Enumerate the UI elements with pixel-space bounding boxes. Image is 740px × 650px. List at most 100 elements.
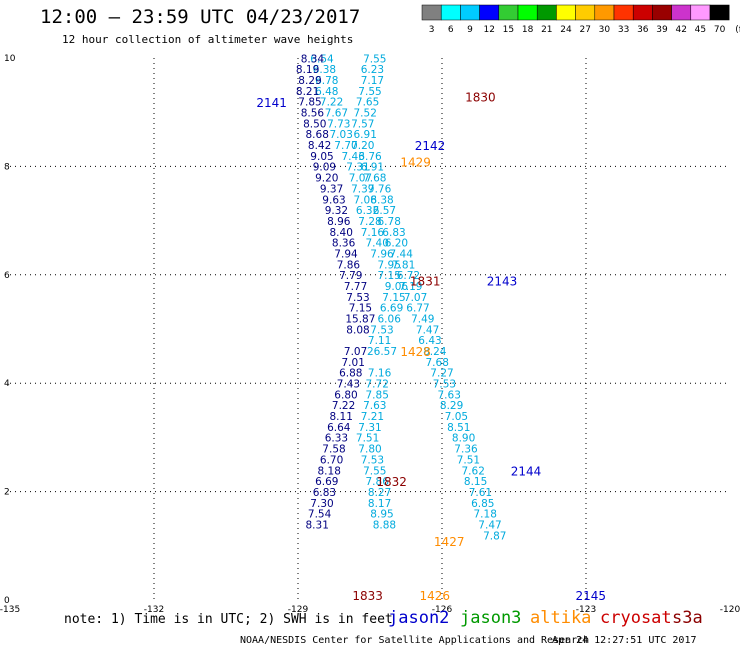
track-number-label: 2143 (487, 275, 518, 289)
track-labels: 2141 2142 2143 2144 2145 1429 1428 1427 1426 1830… (256, 90, 606, 603)
wave-height-label: 7.87 (483, 530, 506, 542)
wave-height-label: 6.33 (325, 433, 348, 445)
wave-height-label: 6.69 (315, 476, 338, 488)
wave-height-label: 7.47 (416, 324, 439, 336)
wave-height-label: 7.53 (361, 454, 384, 466)
wave-height-label: 6.78 (315, 75, 338, 87)
wave-height-label: 9.20 (315, 173, 338, 185)
wave-height-label: 8.29 (298, 75, 321, 87)
wave-height-label: 7.65 (356, 97, 379, 109)
wave-height-label: 7.95 (378, 259, 401, 271)
wave-height-label: 6.78 (378, 216, 401, 228)
wave-height-label: 7.17 (361, 75, 384, 87)
wave-height-label: 7.01 (342, 357, 365, 369)
colorbar-swatch (479, 4, 500, 21)
wave-height-label: 6.80 (334, 389, 357, 401)
wave-height-label: 7.15 (349, 303, 372, 315)
colorbar-swatch (575, 4, 596, 21)
wave-height-label: 7.63 (438, 389, 461, 401)
wave-height-label: 8.90 (452, 433, 475, 445)
wave-height-label: 6.69 (380, 303, 403, 315)
track-number-label: 1426 (420, 589, 451, 603)
wave-height-label: 7.85 (298, 97, 321, 109)
y-tick-label: 8 (4, 162, 10, 172)
wave-height-label: 8.34 (301, 53, 325, 65)
plot-grid (10, 58, 730, 600)
wave-height-label: 7.47 (478, 519, 501, 531)
colorbar-swatch (440, 4, 461, 21)
colorbar-swatch (460, 4, 480, 21)
colorbar-swatch (709, 4, 730, 21)
wave-height-label: 7.58 (322, 444, 345, 456)
wave-height-label: 15.87 (345, 313, 375, 325)
wave-height-label: 7.19 (399, 281, 422, 293)
colorbar-tick: 12 (483, 25, 494, 35)
colorbar-tick: 42 (675, 25, 686, 35)
legend-cryosat: cryosat (600, 608, 672, 628)
wave-height-label: 6.64 (327, 422, 351, 434)
wave-height-label: 9.09 (313, 162, 336, 174)
wave-height-label: 7.36 (454, 444, 478, 456)
wave-height-label: 7.53 (370, 324, 393, 336)
wave-height-label: 7.51 (356, 433, 379, 445)
colorbar-swatch (690, 4, 711, 21)
wave-height-label: 8.21 (296, 86, 319, 98)
footer-credit: NOAA/NESDIS Center for Satellite Applica… (240, 635, 590, 646)
axis-ticks: -135 -132 -129 -126 -123 -120 0 2 4 6 8 10 (0, 54, 740, 615)
wave-height-label: 7.30 (310, 498, 333, 510)
wave-height-label: 7.20 (351, 140, 374, 152)
wave-height-label: 6.83 (313, 487, 336, 499)
track-number-label: 1429 (400, 155, 431, 169)
wave-height-label: 6.77 (406, 303, 429, 315)
colorbar-tick: 36 (637, 25, 649, 35)
legend-s3a: s3a (672, 608, 703, 628)
colorbar-tick: 15 (503, 25, 514, 35)
wave-height-label: 7.53 (433, 379, 456, 391)
wave-height-label: 7.55 (363, 465, 386, 477)
wave-height-label: 7.68 (363, 173, 386, 185)
x-tick-label: -126 (432, 605, 453, 615)
wave-height-label: 8.51 (447, 422, 470, 434)
colorbar-tick: 30 (599, 25, 611, 35)
wave-height-label: 6.85 (471, 498, 494, 510)
track-number-label: 1428 (400, 345, 431, 359)
wave-height-label: 8.08 (346, 324, 369, 336)
wave-height-label: 7.31 (346, 162, 369, 174)
wave-height-label: 7.11 (368, 335, 391, 347)
wave-height-label: 8.42 (308, 140, 331, 152)
y-tick-label: 10 (4, 54, 16, 64)
wave-height-label: 7.43 (337, 379, 360, 391)
track-number-label: 1830 (465, 90, 496, 104)
wave-height-label: 7.44 (390, 248, 414, 260)
track-number-label: 2145 (576, 589, 607, 603)
track-number-label: 2144 (511, 464, 542, 478)
wave-height-label: 8.29 (440, 400, 463, 412)
wave-height-label: 7.22 (332, 400, 355, 412)
wave-height-label: 7.57 (351, 118, 374, 130)
wave-height-label: 7.70 (334, 140, 357, 152)
wave-height-label: 6.43 (418, 335, 441, 347)
colorbar-tick: 3 (429, 25, 435, 35)
track-number-label: 1832 (376, 475, 407, 489)
colorbar-swatch (632, 4, 653, 21)
colorbar-tick: 21 (541, 25, 552, 35)
wave-height-label: 7.86 (366, 476, 390, 488)
chart-subtitle: 12 hour collection of altimeter wave hei… (62, 33, 354, 46)
wave-height-label: 7.07 (344, 346, 367, 358)
wave-height-label: 6.54 (310, 53, 334, 65)
wave-height-label: 7.18 (474, 509, 497, 521)
wave-height-label: 8.11 (330, 411, 353, 423)
wave-height-label: 7.27 (430, 368, 453, 380)
x-tick-label: -135 (0, 605, 20, 615)
wave-height-label: 8.36 (332, 238, 356, 250)
x-tick-label: -120 (720, 605, 740, 615)
wave-height-label: 8.17 (368, 498, 391, 510)
track-number-label: 2141 (256, 96, 287, 110)
colorbar-tick: 9 (467, 25, 473, 35)
wave-height-label: 8.50 (303, 118, 326, 130)
colorbar-tick: 33 (618, 25, 629, 35)
y-tick-label: 4 (4, 379, 10, 389)
wave-height-label: 8.95 (370, 509, 393, 521)
colorbar-swatch (556, 4, 576, 21)
